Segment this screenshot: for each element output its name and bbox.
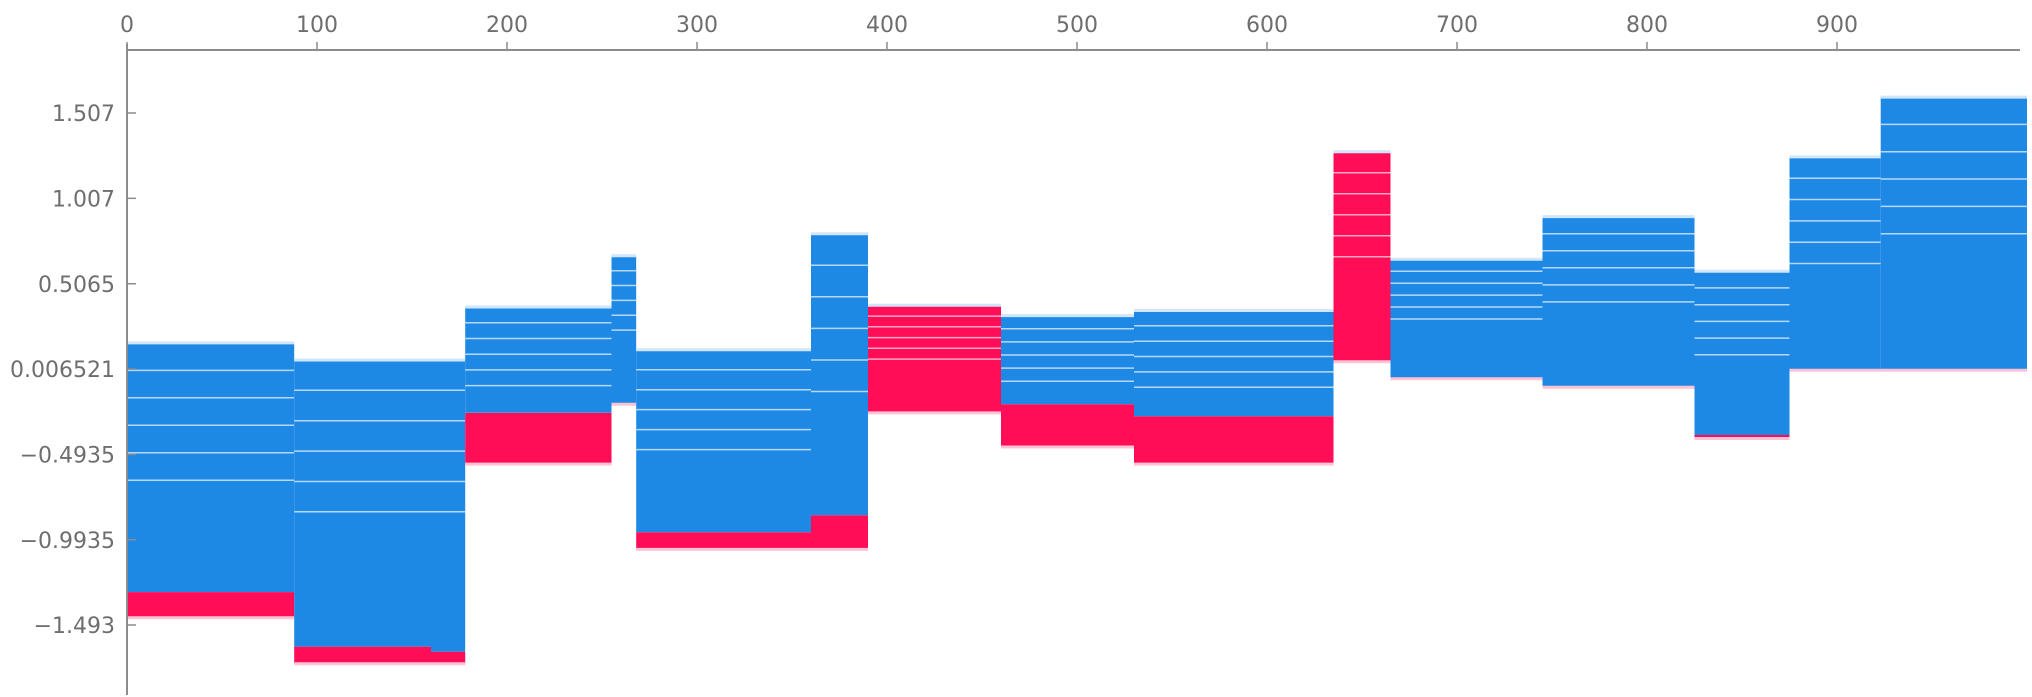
x-tick-label: 200 bbox=[486, 13, 528, 38]
red-area-segment bbox=[431, 651, 466, 664]
y-tick-label: −0.9935 bbox=[20, 529, 115, 554]
blue-area-segment bbox=[127, 342, 295, 593]
y-tick-label: −1.493 bbox=[34, 614, 115, 639]
y-tick-label: 1.007 bbox=[52, 187, 115, 212]
red-area-segment bbox=[636, 532, 811, 550]
red-area-segment bbox=[1001, 404, 1134, 447]
y-tick-label: 0.006521 bbox=[10, 358, 115, 383]
x-axis: 0 100 200 300 400 500 600 700 800 900 bbox=[120, 13, 2020, 51]
x-tick-label: 500 bbox=[1056, 13, 1098, 38]
red-area-segment bbox=[868, 356, 1001, 413]
x-tick-label: 0 bbox=[120, 13, 134, 38]
x-tick-label: 900 bbox=[1816, 13, 1858, 38]
blue-area-segment bbox=[294, 360, 431, 647]
blue-area-segment bbox=[431, 360, 466, 652]
blue-area-segment bbox=[1001, 315, 1134, 405]
chart-areas bbox=[127, 95, 2027, 666]
red-area-segment bbox=[127, 592, 295, 618]
red-area-segment bbox=[465, 412, 612, 465]
blue-area-segment bbox=[636, 349, 811, 533]
x-tick-label: 800 bbox=[1626, 13, 1668, 38]
blue-area-segment bbox=[1134, 310, 1334, 417]
y-tick-label: −0.4935 bbox=[20, 443, 115, 468]
x-tick-label: 700 bbox=[1436, 13, 1478, 38]
y-tick-label: 1.507 bbox=[52, 102, 115, 127]
y-axis: 1.507 1.007 0.5065 0.006521 −0.4935 −0.9935 −1… bbox=[10, 44, 136, 695]
blue-area-segment bbox=[1694, 271, 1790, 435]
blue-area-segment bbox=[811, 233, 868, 516]
x-tick-label: 100 bbox=[296, 13, 338, 38]
red-area-segment bbox=[811, 515, 868, 550]
y-tick-label: 0.5065 bbox=[38, 273, 115, 298]
x-tick-label: 300 bbox=[676, 13, 718, 38]
red-area-segment bbox=[294, 646, 431, 664]
x-tick-label: 600 bbox=[1246, 13, 1288, 38]
red-area-segment bbox=[1134, 416, 1334, 465]
blue-area-segment bbox=[465, 307, 612, 413]
x-tick-label: 400 bbox=[866, 13, 908, 38]
red-area-segment bbox=[1694, 435, 1790, 439]
